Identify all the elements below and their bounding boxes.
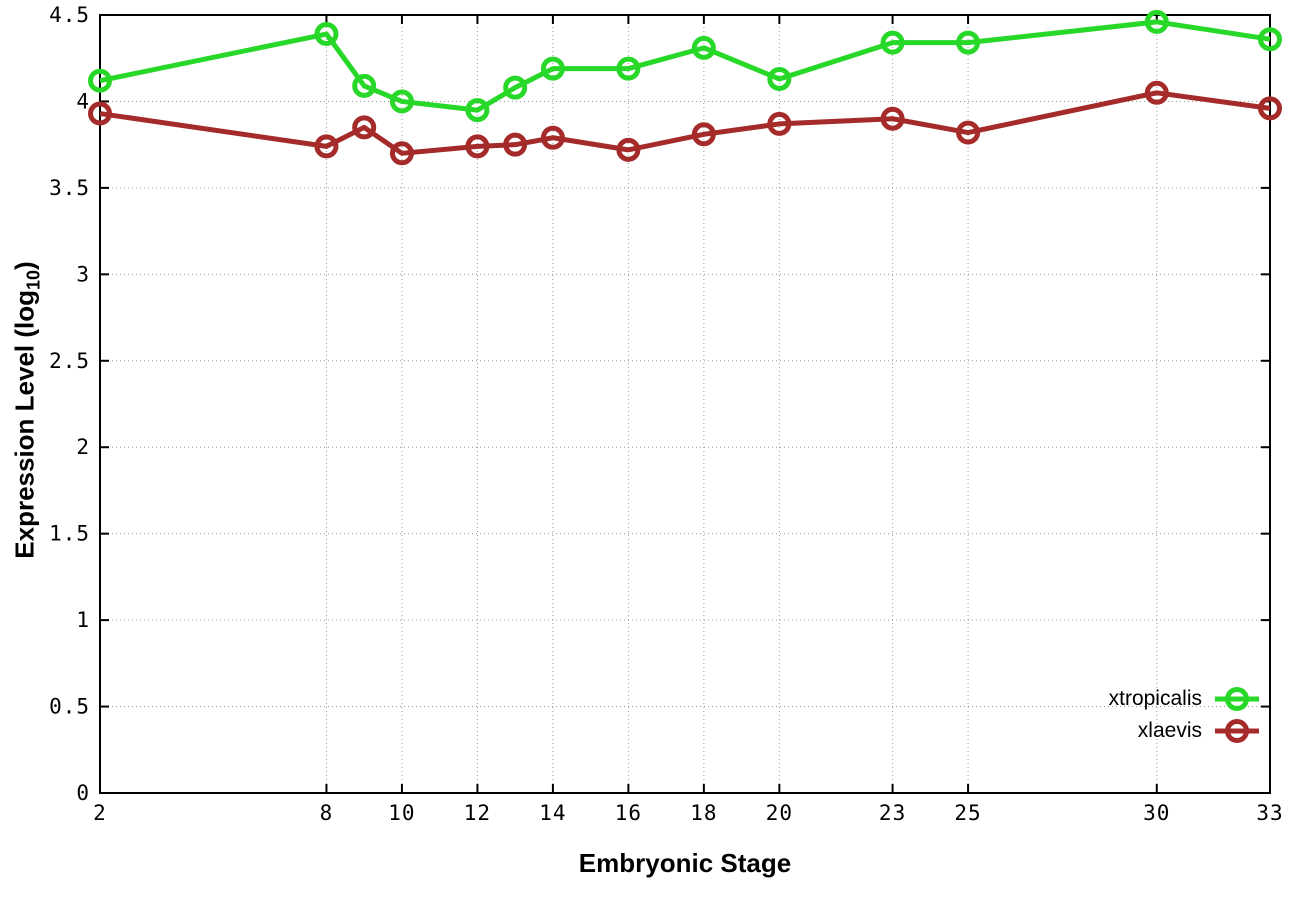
y-tick-label: 2 (76, 435, 90, 459)
data-point-xlaevis (503, 132, 528, 157)
data-point-xlaevis (314, 134, 339, 159)
y-tick-label: 4.5 (49, 3, 90, 27)
line-circle-marker-icon (1215, 719, 1259, 743)
legend-label-xlaevis: xlaevis (1137, 719, 1202, 742)
data-point-xlaevis (540, 125, 565, 150)
y-axis-title: Expression Level (log10) (9, 261, 44, 558)
x-tick-label: 33 (1256, 801, 1283, 825)
data-point-xlaevis (88, 101, 112, 126)
y-tick-label: 2.5 (49, 349, 90, 373)
axis-frame (99, 14, 1271, 794)
data-point-xtropicalis (352, 73, 377, 98)
legend-item-xlaevis: xlaevis (1138, 716, 1260, 746)
data-point-xlaevis (465, 134, 490, 159)
x-tick-label: 2 (93, 801, 107, 825)
y-tick-label: 0 (76, 781, 90, 805)
legend-label-xtropicalis: xtropicalis (1108, 687, 1202, 710)
y-tick-label: 0.5 (49, 695, 90, 719)
y-tick-label: 4 (76, 89, 90, 113)
x-tick-label: 25 (954, 801, 981, 825)
data-point-xtropicalis (956, 30, 981, 55)
data-point-xlaevis (389, 141, 414, 166)
x-tick-label: 8 (320, 801, 334, 825)
data-point-xtropicalis (88, 68, 112, 93)
series-line-xtropicalis (99, 19, 1271, 113)
data-point-xtropicalis (767, 66, 792, 91)
x-tick-label: 16 (615, 801, 642, 825)
data-point-xlaevis (352, 115, 377, 140)
x-tick-label: 20 (766, 801, 793, 825)
x-tick-label: 23 (879, 801, 906, 825)
y-axis-title-subscript: 10 (23, 269, 44, 290)
x-axis-title: Embryonic Stage (578, 848, 792, 878)
data-point-xtropicalis (1258, 27, 1282, 52)
data-point-xlaevis (1144, 80, 1169, 105)
x-tick-label: 10 (388, 801, 415, 825)
y-axis-title-text: Expression Level (log (9, 289, 40, 559)
y-tick-label: 3.5 (49, 176, 90, 200)
x-tick-label: 18 (690, 801, 717, 825)
x-tick-label: 30 (1143, 801, 1170, 825)
data-point-xtropicalis (389, 89, 414, 114)
data-point-xtropicalis (503, 75, 528, 100)
data-point-xlaevis (616, 137, 641, 162)
data-point-xtropicalis (616, 56, 641, 81)
data-point-xtropicalis (691, 35, 716, 60)
data-point-xlaevis (1258, 96, 1282, 121)
data-point-xlaevis (956, 120, 981, 145)
data-point-xlaevis (880, 106, 905, 131)
legend-item-xtropicalis: xtropicalis (1109, 684, 1260, 714)
data-point-xtropicalis (314, 22, 339, 47)
x-tick-label: 12 (464, 801, 491, 825)
y-tick-label: 1 (76, 608, 90, 632)
y-axis-title-close: ) (9, 261, 40, 270)
legend: xtropicalis xlaevis (1109, 684, 1260, 746)
x-tick-label: 14 (539, 801, 566, 825)
y-tick-label: 3 (76, 262, 90, 286)
data-point-xtropicalis (1144, 9, 1169, 34)
data-point-xtropicalis (540, 56, 565, 81)
data-point-xlaevis (767, 111, 792, 136)
data-point-xtropicalis (465, 98, 490, 123)
data-point-xlaevis (691, 122, 716, 147)
y-tick-label: 1.5 (49, 522, 90, 546)
line-circle-marker-icon (1215, 687, 1259, 711)
data-point-xtropicalis (880, 30, 905, 55)
